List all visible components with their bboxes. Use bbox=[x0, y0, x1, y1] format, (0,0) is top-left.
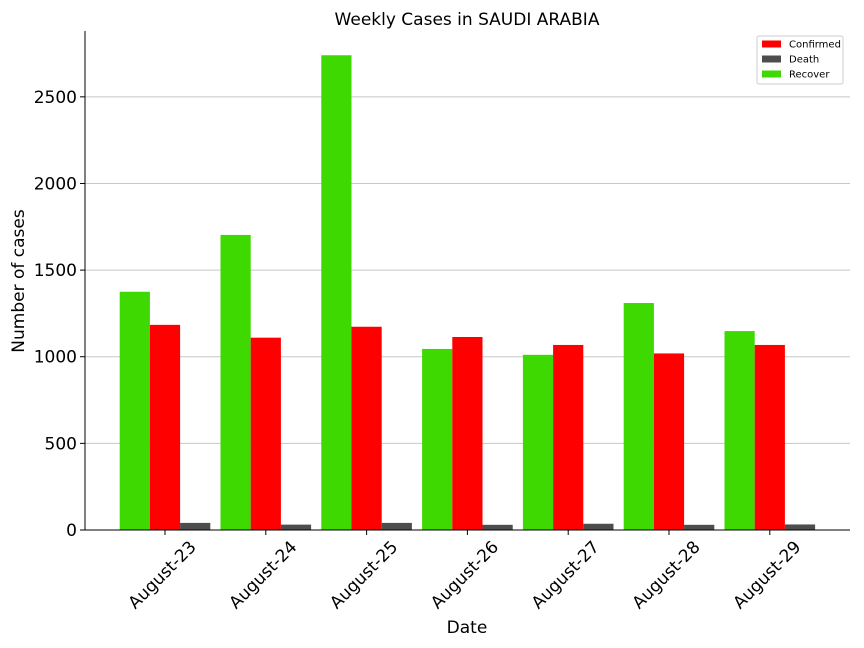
y-ticks: 0 500 1000 1500 2000 2500 bbox=[34, 88, 85, 541]
bar-death bbox=[684, 524, 715, 530]
legend: Confirmed Death Recover bbox=[756, 35, 844, 85]
x-axis-label: Date bbox=[447, 618, 488, 638]
bar-confirmed bbox=[653, 353, 685, 530]
x-tick-label: August-28 bbox=[629, 537, 705, 613]
x-tick-label: August-26 bbox=[427, 537, 503, 613]
x-tick-label: August-25 bbox=[326, 537, 402, 613]
x-ticks: August-23 August-24 August-25 August-26 Augu… bbox=[125, 530, 805, 613]
y-axis-label: Number of cases bbox=[9, 209, 29, 353]
bar-confirmed bbox=[351, 326, 382, 530]
bars-layer bbox=[119, 55, 816, 531]
y-tick-label: 500 bbox=[45, 434, 77, 454]
bar-confirmed bbox=[149, 324, 181, 530]
y-tick-label: 2000 bbox=[34, 174, 77, 194]
bar-death bbox=[280, 524, 312, 530]
bar-death bbox=[784, 524, 816, 530]
bar-death bbox=[180, 522, 211, 530]
bar-confirmed bbox=[754, 344, 785, 530]
x-tick-label: August-23 bbox=[125, 537, 201, 613]
legend-label: Recover bbox=[789, 70, 830, 81]
legend-label: Death bbox=[789, 55, 819, 66]
y-tick-label: 0 bbox=[66, 521, 77, 541]
bar-recover bbox=[422, 348, 453, 530]
x-tick-label: August-29 bbox=[729, 537, 805, 613]
y-tick-label: 1500 bbox=[34, 261, 77, 281]
chart-title: Weekly Cases in SAUDI ARABIA bbox=[335, 10, 600, 30]
x-tick-label: August-24 bbox=[225, 537, 301, 613]
bar-death bbox=[482, 524, 513, 530]
bar-confirmed bbox=[452, 336, 483, 530]
bar-recover bbox=[623, 303, 654, 530]
bar-confirmed bbox=[553, 344, 584, 530]
legend-swatch bbox=[762, 40, 781, 48]
y-tick-label: 1000 bbox=[34, 348, 77, 368]
x-tick-label: August-27 bbox=[528, 537, 604, 613]
grid-layer bbox=[85, 96, 850, 444]
legend-swatch bbox=[762, 55, 781, 63]
legend-swatch bbox=[762, 70, 781, 78]
bar-death bbox=[583, 523, 614, 530]
bar-recover bbox=[321, 55, 352, 530]
bar-death bbox=[381, 522, 412, 530]
y-tick-label: 2500 bbox=[34, 88, 77, 108]
bar-recover bbox=[119, 291, 150, 530]
bar-recover bbox=[522, 354, 554, 530]
bar-recover bbox=[724, 331, 755, 530]
bar-confirmed bbox=[250, 337, 281, 530]
legend-label: Confirmed bbox=[789, 40, 841, 51]
bar-recover bbox=[220, 234, 251, 531]
